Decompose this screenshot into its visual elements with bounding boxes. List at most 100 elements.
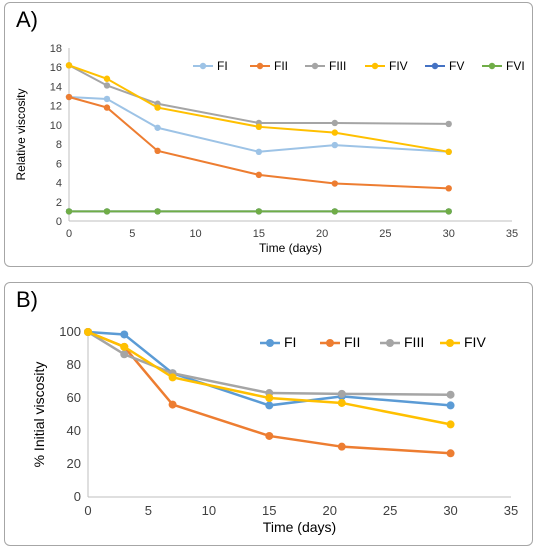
y-tick-label: 14 (50, 81, 62, 93)
panel-label-b: B) (16, 287, 38, 312)
chart-panel-a: A) 0 2 4 6 8 10 12 14 16 18 0 5 10 15 20 25 30 35 Time (da… (4, 2, 533, 267)
data-point (255, 171, 263, 179)
legend-marker (256, 62, 264, 70)
legend-label: FIII (404, 334, 424, 350)
x-tick-label: 35 (506, 228, 518, 240)
data-point (154, 104, 161, 111)
data-point (445, 185, 452, 192)
data-point (255, 208, 263, 215)
y-tick-label: 8 (56, 139, 62, 151)
legend-marker (311, 62, 319, 70)
y-tick-label: 18 (50, 43, 62, 55)
legend-label: FIV (389, 59, 408, 73)
data-point (103, 82, 111, 89)
x-tick-label: 5 (129, 228, 135, 240)
data-point (154, 147, 161, 155)
data-point (331, 180, 338, 187)
legend-marker (431, 62, 439, 70)
x-tick-label: 0 (66, 228, 72, 240)
data-point (65, 208, 73, 215)
series-line (68, 96, 449, 153)
data-point (265, 394, 274, 402)
series-line (87, 330, 451, 396)
series-line (87, 330, 451, 426)
legend-label: FV (449, 59, 464, 73)
x-tick-label: 10 (189, 228, 201, 240)
legend-marker (371, 62, 379, 70)
legend-marker (386, 339, 394, 347)
x-axis-title: Time (days) (263, 519, 336, 535)
data-point (337, 398, 346, 407)
x-tick-label: 35 (504, 503, 518, 518)
x-tick-label: 10 (202, 503, 216, 518)
data-point (154, 208, 161, 215)
x-tick-label: 5 (145, 503, 152, 518)
data-point (446, 401, 455, 410)
panel-label-a: A) (16, 7, 38, 32)
data-point (120, 330, 129, 339)
legend-label: FI (284, 334, 296, 350)
data-point (120, 342, 129, 351)
x-tick-label: 20 (322, 503, 336, 518)
data-point (65, 93, 73, 101)
series-line (68, 64, 449, 153)
x-axis-title: Time (days) (259, 241, 322, 255)
data-point (331, 208, 338, 215)
data-point (168, 400, 177, 409)
legend-marker (446, 339, 454, 347)
y-tick-label: 100 (59, 324, 81, 339)
data-point (255, 148, 263, 155)
data-point (84, 328, 92, 336)
series-line (68, 96, 449, 190)
data-point (65, 62, 73, 69)
data-point (331, 129, 338, 136)
x-tick-label: 0 (84, 503, 91, 518)
series-line (87, 330, 451, 407)
data-point (255, 123, 263, 131)
x-tick-label: 25 (379, 228, 391, 240)
data-point (103, 208, 111, 215)
y-tick-label: 40 (67, 423, 81, 438)
legend-label: FI (217, 59, 228, 73)
y-tick-label: 2 (56, 197, 62, 209)
data-point (103, 104, 111, 111)
legend-label: FVI (506, 59, 525, 73)
y-axis-title: Relative viscosity (14, 88, 28, 180)
y-tick-label: 20 (67, 456, 81, 471)
data-point (331, 141, 338, 149)
y-tick-label: 60 (67, 390, 81, 405)
legend-label: FII (344, 334, 360, 350)
series-line (68, 64, 449, 125)
data-point (331, 119, 338, 127)
x-tick-label: 30 (443, 503, 457, 518)
x-tick-label: 25 (383, 503, 397, 518)
data-point (337, 389, 346, 398)
data-point (337, 442, 346, 451)
legend-marker (488, 62, 496, 70)
y-tick-label: 6 (56, 158, 62, 170)
data-point (446, 449, 455, 458)
legend-label: FIII (329, 59, 346, 73)
data-point (120, 350, 129, 359)
data-point (445, 120, 452, 128)
legend-marker (266, 339, 274, 347)
data-point (446, 390, 455, 399)
data-point (265, 401, 274, 410)
data-point (168, 373, 177, 382)
x-tick-label: 15 (253, 228, 265, 240)
chart-svg-1: 0 20 40 60 80 100 0 5 10 15 20 25 30 35 Time (days) % I… (31, 324, 518, 535)
data-point (445, 148, 452, 155)
legend-label: FII (274, 59, 288, 73)
y-tick-label: 80 (67, 357, 81, 372)
y-tick-label: 4 (56, 178, 62, 190)
data-point (103, 95, 111, 103)
data-point (103, 75, 111, 82)
x-tick-label: 20 (316, 228, 328, 240)
legend-marker (199, 62, 207, 70)
data-point (446, 420, 455, 429)
data-point (265, 431, 274, 440)
data-point (445, 208, 452, 215)
y-tick-label: 16 (50, 62, 62, 74)
y-tick-label: 12 (50, 101, 62, 113)
y-tick-label: 0 (56, 216, 62, 228)
